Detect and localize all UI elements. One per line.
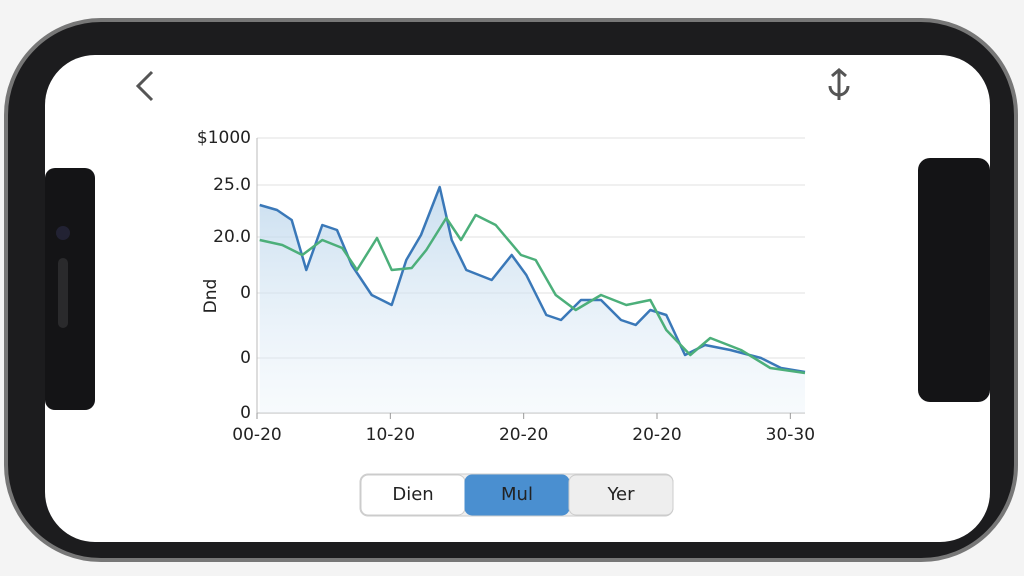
share-icon[interactable] — [828, 68, 850, 100]
speaker — [58, 258, 68, 328]
x-tick-label: 20-20 — [499, 425, 548, 445]
y-tick-label: 25.0 — [213, 175, 251, 195]
x-tick-label: 10-20 — [366, 425, 415, 445]
segment-button[interactable] — [568, 474, 674, 516]
segment-label[interactable]: Mul — [501, 484, 533, 505]
notch — [45, 168, 95, 410]
y-tick-label: 20.0 — [213, 227, 251, 247]
line — [259, 213, 806, 375]
segmented-control: Dien Mul Yer — [359, 473, 674, 517]
line — [259, 185, 806, 374]
y-tick-label: 0 — [240, 283, 251, 303]
x-tick-label: 00-20 — [232, 425, 281, 445]
segment-label[interactable]: Yer — [606, 484, 635, 505]
side-cutout — [918, 158, 990, 402]
camera — [56, 226, 70, 240]
y-tick-label: 0 — [240, 403, 251, 423]
x-tick-label: 20-20 — [632, 425, 681, 445]
y-tick-label: $1000 — [197, 128, 251, 148]
y-tick-label: 0 — [240, 348, 251, 368]
back-button[interactable] — [135, 70, 154, 102]
y-axis-label: Dnd — [201, 279, 221, 314]
segment-label[interactable]: Dien — [392, 484, 433, 505]
area — [259, 187, 806, 413]
x-tick-label: 30-30 — [766, 425, 815, 445]
